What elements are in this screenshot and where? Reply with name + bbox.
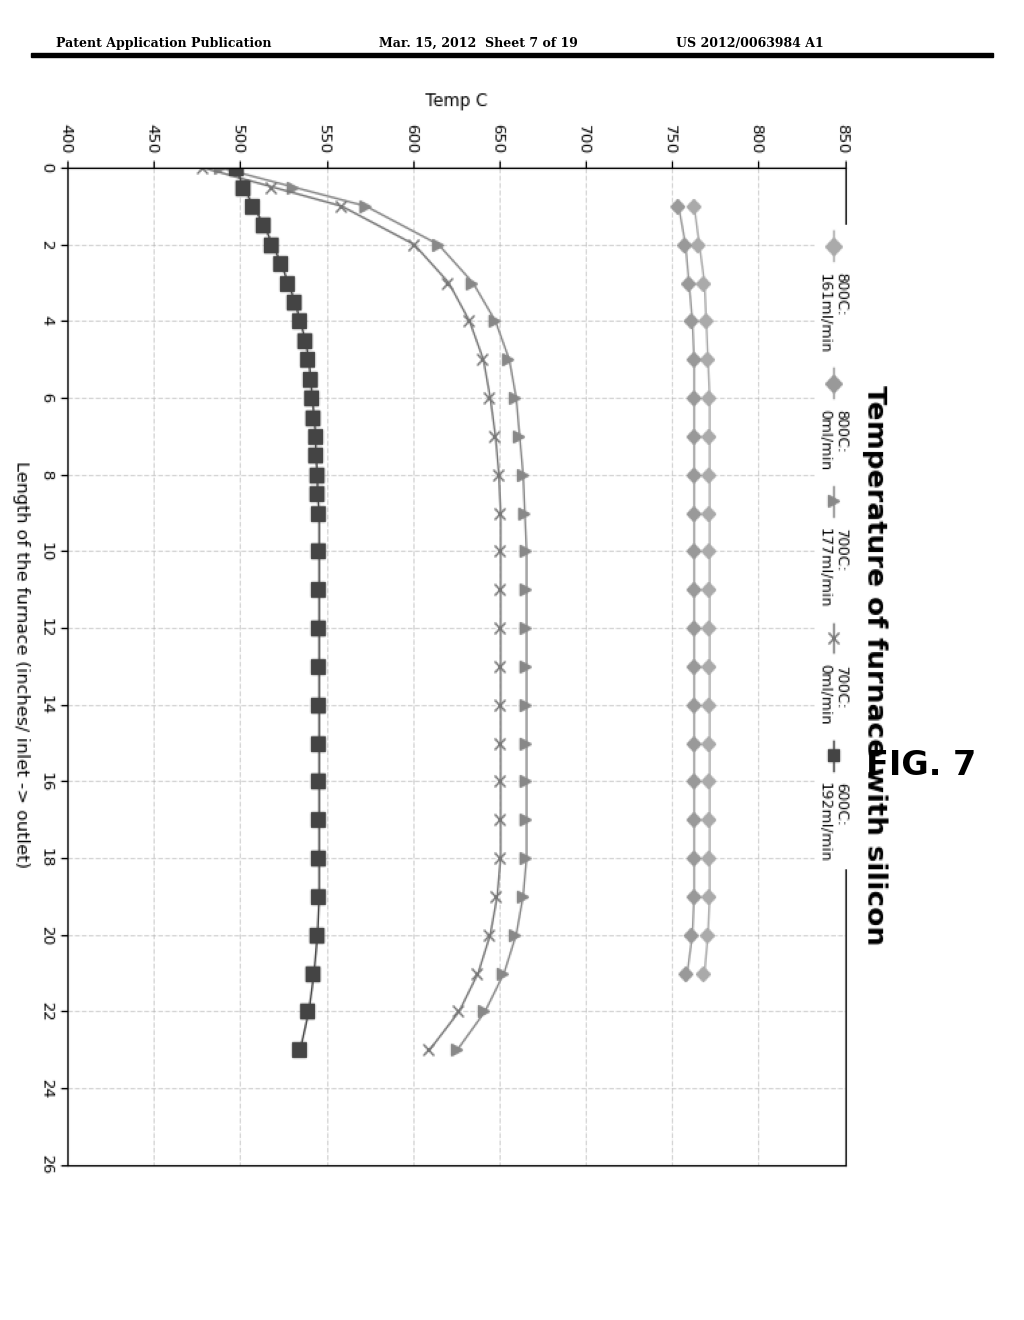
Text: Patent Application Publication: Patent Application Publication: [56, 37, 271, 50]
Text: FIG. 7: FIG. 7: [866, 750, 977, 781]
Text: Mar. 15, 2012  Sheet 7 of 19: Mar. 15, 2012 Sheet 7 of 19: [379, 37, 578, 50]
Text: US 2012/0063984 A1: US 2012/0063984 A1: [676, 37, 823, 50]
